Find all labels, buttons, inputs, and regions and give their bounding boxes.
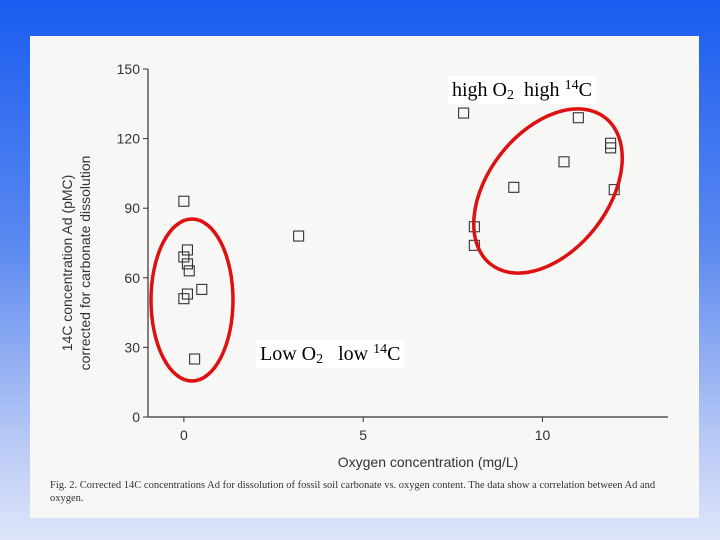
- callout-high-o2-subscript: 2: [507, 88, 514, 103]
- y-tick-label: 60: [124, 270, 140, 286]
- callout-high-text: high O: [452, 79, 507, 101]
- data-point: [183, 265, 195, 277]
- data-point: [572, 112, 584, 124]
- scatter-chart: 0 30 60 90 120 150 0 5 10 Oxygen concentration (…: [59, 61, 668, 470]
- callout-low-c: C: [387, 343, 401, 365]
- callout-high-o2-high-14c: high O2 high 14C: [448, 76, 596, 104]
- x-tick-label: 5: [359, 427, 367, 443]
- x-axis-label: Oxygen concentration (mg/L): [338, 454, 519, 470]
- y-tick-label: 0: [132, 409, 140, 425]
- y-axis-label-line1: 14C concentration Ad (pMC): [59, 175, 75, 352]
- data-point: [605, 142, 617, 154]
- figure-panel: 0 30 60 90 120 150 0 5 10 Oxygen concentration (…: [30, 36, 699, 518]
- high-o2-cluster-ellipse: [471, 107, 625, 275]
- data-point: [178, 251, 190, 263]
- x-tick-label: 10: [535, 427, 551, 443]
- callout-high-c: C: [578, 79, 592, 101]
- y-tick-label: 90: [124, 200, 140, 216]
- data-point: [181, 258, 193, 270]
- data-point: [293, 230, 305, 242]
- callout-low-14-superscript: 14: [373, 342, 388, 357]
- data-point: [178, 293, 190, 305]
- callout-low-o2-subscript: 2: [316, 352, 324, 367]
- y-tick-label: 30: [124, 339, 140, 355]
- data-point: [508, 181, 520, 193]
- x-tick-label: 0: [180, 427, 188, 443]
- callout-low-gap: low: [323, 343, 374, 365]
- y-axis-label-line2: corrected for carbonate dissolution: [77, 156, 93, 371]
- callout-low-text: Low O: [260, 343, 317, 365]
- low-o2-cluster-ellipse: [149, 217, 235, 383]
- data-point: [189, 353, 201, 365]
- data-point: [181, 244, 193, 256]
- y-tick-label: 150: [117, 61, 141, 77]
- callout-high-14-superscript: 14: [564, 78, 579, 93]
- callout-high-gap: high: [514, 79, 565, 101]
- data-point: [558, 156, 570, 168]
- callout-low-o2-low-14c: Low O2 low 14C: [256, 340, 405, 368]
- y-tick-label: 120: [117, 131, 141, 147]
- data-point: [196, 283, 208, 295]
- data-point: [178, 195, 190, 207]
- data-point: [458, 107, 470, 119]
- figure-caption: Fig. 2. Corrected 14C concentrations Ad …: [50, 480, 656, 504]
